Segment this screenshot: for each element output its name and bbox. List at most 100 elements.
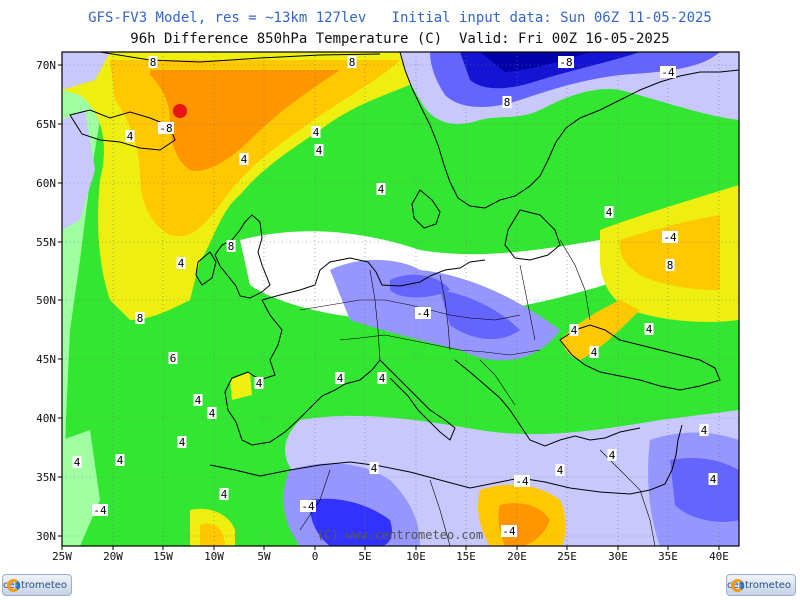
contour-label: 4 [369,462,379,475]
border-germany-west [369,269,381,361]
svg-text:4: 4 [646,323,653,336]
lat-label: 30N [36,530,56,543]
svg-text:4: 4 [74,456,81,469]
contour-label: 8 [148,56,158,69]
border-algeria [299,469,331,531]
svg-text:4: 4 [221,488,228,501]
axis-labels: 70N 65N 60N 55N 50N 45N 40N 35N 30N 25W 20W 15W 10W 5… [36,59,729,563]
lon-label: 10W [204,550,224,563]
contour-label: 4 [708,473,718,486]
centrometeo-logo-left[interactable]: centrometeo [2,574,72,596]
contour-label: 8 [502,96,512,109]
border-poland-east [519,264,536,341]
contour-label: -4 [501,525,517,538]
svg-text:4: 4 [178,257,185,270]
svg-text:4: 4 [316,144,323,157]
contour-label: 6 [168,352,178,365]
logo-right-text: centrometeo [727,580,792,591]
contour-label: 4 [314,144,324,157]
france-iberia-coast [224,299,381,446]
contour-label: 4 [644,323,654,336]
svg-text:4: 4 [337,372,344,385]
lat-label: 60N [36,177,56,190]
svg-text:-4: -4 [502,525,516,538]
svg-text:4: 4 [117,454,124,467]
lat-label: 65N [36,118,56,131]
contour-label: 4 [115,454,125,467]
svg-text:8: 8 [137,312,144,325]
iceland-coast [69,109,176,151]
field-nw-cool [62,52,110,90]
contour-label: 4 [376,183,386,196]
field-greenland-peak [173,104,187,118]
balkans-coast [454,359,641,447]
svg-text:-4: -4 [661,66,675,79]
contour-label: -4 [92,504,108,517]
centrometeo-logo-right[interactable]: centrometeo [726,574,796,596]
svg-text:-4: -4 [93,504,107,517]
svg-text:4: 4 [256,377,263,390]
border-belarus [559,239,591,321]
contour-label: 4 [335,372,345,385]
lat-label: 70N [36,59,56,72]
lon-label: 5E [358,550,371,563]
black-sea-coast [559,324,721,391]
contour-label: 4 [555,464,565,477]
field-greenland-hot [150,70,340,171]
contour-label: 4 [569,324,579,337]
denmark-coast [411,189,441,229]
svg-text:-8: -8 [559,56,572,69]
border-middle-east [599,449,656,546]
contour-label: 4 [607,449,617,462]
field-west-cool [62,110,95,230]
svg-text:-4: -4 [301,500,315,513]
north-sea-coast [261,257,486,301]
svg-text:8: 8 [150,56,157,69]
lon-label: 5W [257,550,271,563]
svg-text:4: 4 [571,324,578,337]
svg-text:4: 4 [591,346,598,359]
header-title-line-2: 96h Difference 850hPa Temperature (C) Va… [130,31,670,47]
contour-label: 4 [604,206,614,219]
lon-label: 10E [406,550,426,563]
lat-label: 40N [36,412,56,425]
svg-text:8: 8 [504,96,511,109]
field-black-sea-warm [560,300,640,360]
contour-label: -4 [660,66,676,79]
field-sahara-cold [309,498,392,546]
contour-label: 8 [665,259,675,272]
contour-label: 4 [311,126,321,139]
logo-swirl-icon [731,579,744,592]
coastlines [69,52,739,495]
svg-text:4: 4 [195,394,202,407]
contour-label: 4 [589,346,599,359]
svg-text:4: 4 [209,407,216,420]
svg-text:-4: -4 [663,231,677,244]
contour-label: 4 [207,407,217,420]
north-africa-coast [209,424,683,495]
lat-label: 55N [36,236,56,249]
svg-text:4: 4 [609,449,616,462]
svg-text:4: 4 [313,126,320,139]
scandinavia-coast [399,52,739,209]
svg-text:4: 4 [378,183,385,196]
svg-text:4: 4 [379,372,386,385]
border-balkans [479,359,516,406]
contour-label: 4 [699,424,709,437]
svg-text:8: 8 [667,259,674,272]
field-russia-warmer [619,215,720,290]
svg-text:4: 4 [710,473,717,486]
field-central-cool-core [440,290,520,340]
greenland-coast [99,52,381,63]
field-alps-cool [390,274,450,298]
contour-label: 4 [219,488,229,501]
contour-label: 8 [347,56,357,69]
svg-text:4: 4 [241,153,248,166]
ireland-coast [195,251,217,286]
contour-label: 4 [125,130,135,143]
lon-label: 30E [608,550,628,563]
lon-label: 35E [658,550,678,563]
lat-label: 50N [36,294,56,307]
